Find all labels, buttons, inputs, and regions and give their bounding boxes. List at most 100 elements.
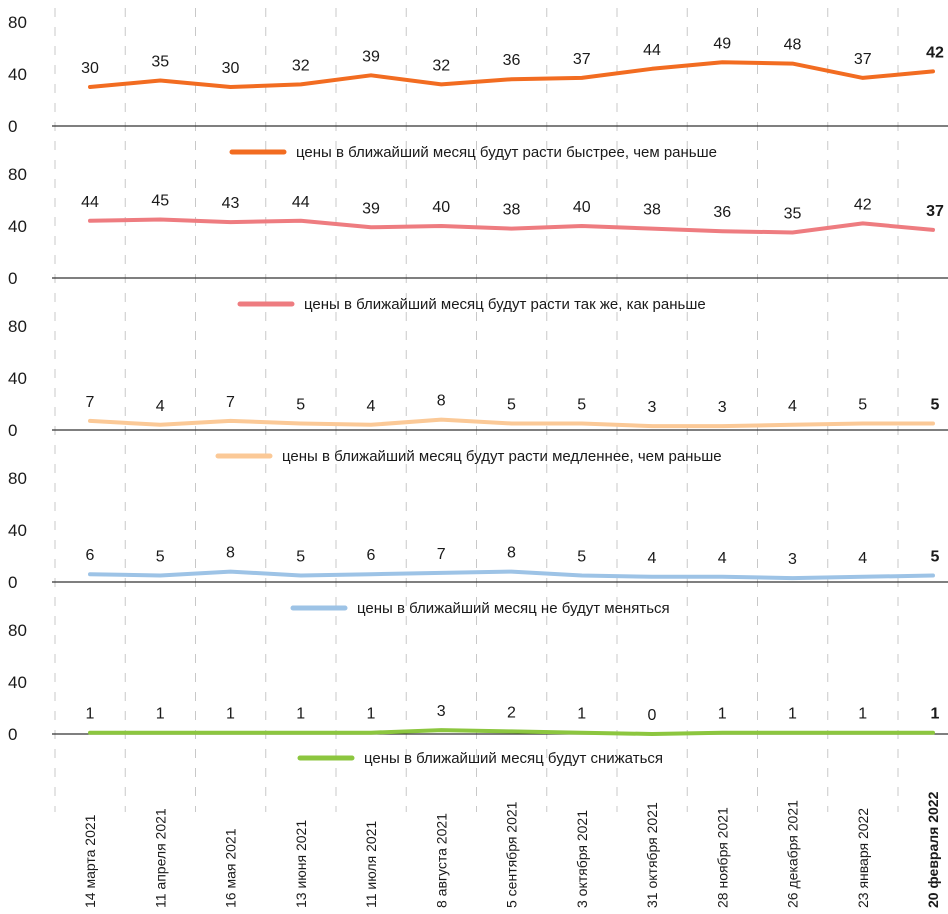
data-label: 6 bbox=[367, 547, 376, 564]
x-tick-label: 11 апреля 2021 bbox=[152, 808, 168, 908]
data-label: 5 bbox=[296, 549, 305, 566]
data-label: 43 bbox=[222, 195, 240, 212]
y-tick-label: 80 bbox=[8, 469, 27, 488]
y-tick-label: 80 bbox=[8, 13, 27, 32]
data-label: 5 bbox=[577, 397, 586, 414]
y-tick-label: 0 bbox=[8, 725, 17, 744]
series-line bbox=[88, 569, 935, 581]
x-tick-label: 14 марта 2021 bbox=[82, 814, 98, 908]
data-label: 1 bbox=[718, 706, 727, 723]
data-label: 36 bbox=[713, 204, 731, 221]
data-label: 42 bbox=[926, 44, 944, 61]
data-label: 39 bbox=[362, 200, 380, 217]
y-tick-label: 40 bbox=[8, 673, 27, 692]
x-tick-label: 20 февраля 2022 bbox=[925, 791, 941, 908]
data-label: 4 bbox=[156, 398, 165, 415]
data-label: 37 bbox=[573, 51, 591, 68]
series-line bbox=[88, 417, 935, 429]
x-tick-label: 13 июня 2021 bbox=[293, 820, 309, 908]
data-label: 45 bbox=[151, 193, 169, 210]
legend-label: цены в ближайший месяц не будут меняться bbox=[357, 600, 670, 617]
data-label: 32 bbox=[432, 57, 450, 74]
data-label: 1 bbox=[931, 706, 940, 723]
x-tick-label: 8 августа 2021 bbox=[433, 813, 449, 908]
data-label: 44 bbox=[643, 42, 661, 59]
data-label: 8 bbox=[437, 393, 446, 410]
data-label: 5 bbox=[507, 397, 516, 414]
data-label: 30 bbox=[222, 60, 240, 77]
data-label: 1 bbox=[296, 706, 305, 723]
data-label: 38 bbox=[643, 202, 661, 219]
y-tick-label: 0 bbox=[8, 117, 17, 136]
data-label: 39 bbox=[362, 48, 380, 65]
data-label: 42 bbox=[854, 196, 872, 213]
series-line bbox=[88, 217, 935, 235]
data-label: 5 bbox=[577, 549, 586, 566]
y-tick-label: 80 bbox=[8, 317, 27, 336]
y-tick-label: 0 bbox=[8, 573, 17, 592]
data-label: 35 bbox=[151, 54, 169, 71]
legend-label: цены в ближайший месяц будут снижаться bbox=[364, 750, 663, 767]
data-label: 3 bbox=[788, 551, 797, 568]
data-label: 37 bbox=[926, 203, 944, 220]
data-label: 4 bbox=[858, 550, 867, 567]
data-label: 1 bbox=[156, 706, 165, 723]
data-label: 8 bbox=[507, 545, 516, 562]
data-label: 5 bbox=[931, 549, 940, 566]
data-label: 1 bbox=[226, 706, 235, 723]
data-label: 3 bbox=[437, 703, 446, 720]
data-label: 1 bbox=[577, 706, 586, 723]
data-label: 44 bbox=[81, 194, 99, 211]
data-label: 2 bbox=[507, 704, 516, 721]
series-line bbox=[88, 728, 935, 736]
data-label: 8 bbox=[226, 545, 235, 562]
data-label: 38 bbox=[503, 202, 521, 219]
x-tick-label: 11 июля 2021 bbox=[363, 821, 379, 908]
data-label: 1 bbox=[858, 706, 867, 723]
data-label: 4 bbox=[648, 550, 657, 567]
x-tick-label: 5 сентября 2021 bbox=[504, 801, 520, 908]
data-label: 0 bbox=[648, 707, 657, 724]
data-label: 40 bbox=[573, 199, 591, 216]
data-label: 44 bbox=[292, 194, 310, 211]
legend-label: цены в ближайший месяц будут расти быстр… bbox=[296, 144, 717, 161]
data-label: 36 bbox=[503, 52, 521, 69]
data-label: 32 bbox=[292, 57, 310, 74]
data-label: 49 bbox=[713, 35, 731, 52]
data-label: 37 bbox=[854, 51, 872, 68]
y-tick-label: 40 bbox=[8, 65, 27, 84]
y-tick-label: 40 bbox=[8, 521, 27, 540]
x-tick-label: 31 октября 2021 bbox=[644, 802, 660, 908]
data-label: 35 bbox=[784, 206, 802, 223]
data-label: 1 bbox=[367, 706, 376, 723]
y-tick-label: 80 bbox=[8, 621, 27, 640]
data-label: 48 bbox=[784, 37, 802, 54]
data-label: 40 bbox=[432, 199, 450, 216]
data-label: 7 bbox=[437, 546, 446, 563]
data-label: 30 bbox=[81, 60, 99, 77]
data-label: 4 bbox=[367, 398, 376, 415]
data-label: 6 bbox=[86, 547, 95, 564]
x-tick-label: 23 января 2022 bbox=[855, 808, 871, 908]
data-label: 4 bbox=[788, 398, 797, 415]
y-tick-label: 0 bbox=[8, 421, 17, 440]
data-label: 1 bbox=[788, 706, 797, 723]
data-label: 5 bbox=[296, 397, 305, 414]
y-tick-label: 80 bbox=[8, 165, 27, 184]
data-label: 7 bbox=[86, 394, 95, 411]
data-label: 4 bbox=[718, 550, 727, 567]
x-tick-label: 3 октября 2021 bbox=[574, 810, 590, 908]
x-tick-label: 28 ноября 2021 bbox=[714, 807, 730, 908]
legend-label: цены в ближайший месяц будут расти медле… bbox=[282, 448, 722, 465]
y-tick-label: 0 bbox=[8, 269, 17, 288]
x-tick-label: 16 мая 2021 bbox=[223, 828, 239, 908]
y-tick-label: 40 bbox=[8, 217, 27, 236]
data-label: 3 bbox=[648, 399, 657, 416]
data-label: 3 bbox=[718, 399, 727, 416]
data-label: 5 bbox=[931, 397, 940, 414]
legend-label: цены в ближайший месяц будут расти так ж… bbox=[304, 296, 706, 313]
y-tick-label: 40 bbox=[8, 369, 27, 388]
x-tick-label: 26 декабря 2021 bbox=[785, 800, 801, 908]
series-line bbox=[88, 60, 935, 89]
